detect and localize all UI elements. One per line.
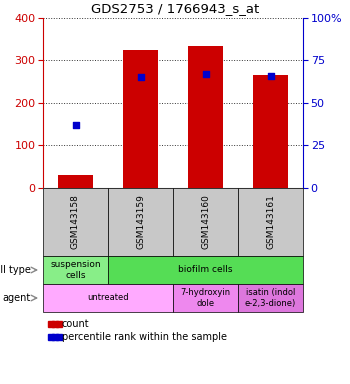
Text: biofilm cells: biofilm cells [178,265,233,275]
Point [268,73,273,79]
Text: suspension
cells: suspension cells [50,260,101,280]
Text: GSM143158: GSM143158 [71,195,80,250]
Bar [58,175,93,188]
Point [52,334,58,340]
Bar [188,46,223,188]
Text: GSM143161: GSM143161 [266,195,275,250]
Text: percentile rank within the sample: percentile rank within the sample [62,332,227,342]
Text: GSM143159: GSM143159 [136,195,145,250]
Bar [122,50,158,188]
Point [73,122,78,128]
Point [203,71,208,77]
Text: isatin (indol
e-2,3-dione): isatin (indol e-2,3-dione) [245,288,296,308]
Text: GDS2753 / 1766943_s_at: GDS2753 / 1766943_s_at [91,2,259,15]
Text: untreated: untreated [87,293,129,303]
Bar [253,75,288,188]
Text: agent: agent [3,293,31,303]
Text: 7-hydroxyin
dole: 7-hydroxyin dole [181,288,231,308]
Text: cell type: cell type [0,265,31,275]
Text: count: count [62,319,90,329]
Point [138,74,143,81]
Text: GSM143160: GSM143160 [201,195,210,250]
Point [52,321,58,327]
